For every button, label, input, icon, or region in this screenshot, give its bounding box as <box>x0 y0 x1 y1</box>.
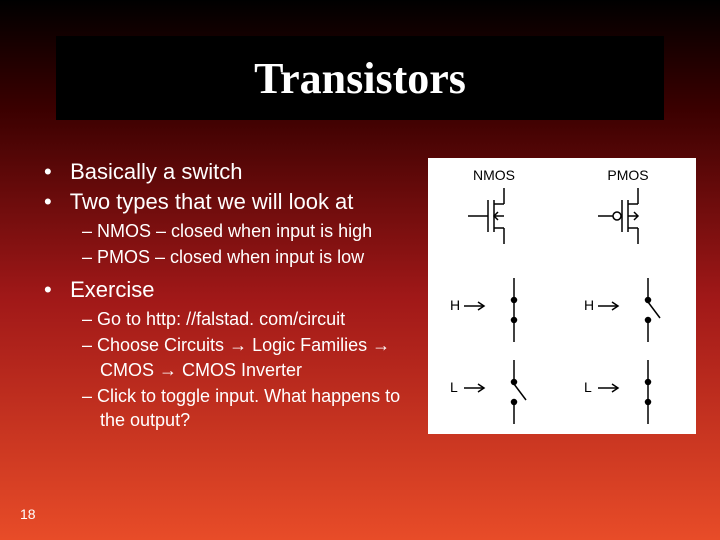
pmos-h-switch-icon: H <box>584 278 660 342</box>
sub-bullet-text: Go to http: //falstad. com/circuit <box>97 309 345 329</box>
pmos-label: PMOS <box>607 167 648 183</box>
page-number: 18 <box>20 506 36 522</box>
bullet-item: Two types that we will look at NMOS – cl… <box>44 188 424 270</box>
h-label: H <box>584 297 594 313</box>
sub-bullet-item: PMOS – closed when input is low <box>82 245 424 269</box>
sub-bullet-text: Choose Circuits → Logic Families → CMOS … <box>97 335 390 379</box>
bullet-text: Two types that we will look at <box>70 189 354 214</box>
sub-bullet-list: NMOS – closed when input is high PMOS – … <box>82 219 424 270</box>
sub-bullet-item: Click to toggle input. What happens to t… <box>82 384 424 433</box>
l-label: L <box>450 379 458 395</box>
slide-title: Transistors <box>254 53 466 104</box>
pmos-l-switch-icon: L <box>584 360 651 424</box>
nmos-h-switch-icon: H <box>450 278 517 342</box>
sub-bullet-text: PMOS – closed when input is low <box>97 247 364 267</box>
sub-bullet-list: Go to http: //falstad. com/circuit Choos… <box>82 307 424 432</box>
content-area: Basically a switch Two types that we wil… <box>44 158 424 439</box>
bullet-item: Exercise Go to http: //falstad. com/circ… <box>44 276 424 433</box>
title-box: Transistors <box>56 36 664 120</box>
nmos-l-switch-icon: L <box>450 360 526 424</box>
bullet-text: Basically a switch <box>70 159 242 184</box>
sub-bullet-item: NMOS – closed when input is high <box>82 219 424 243</box>
bullet-item: Basically a switch <box>44 158 424 186</box>
bullet-list: Basically a switch Two types that we wil… <box>44 158 424 433</box>
diagram-svg: NMOS PMOS <box>428 158 696 434</box>
bullet-text: Exercise <box>70 277 154 302</box>
sub-bullet-text: NMOS – closed when input is high <box>97 221 372 241</box>
nmos-symbol-icon <box>468 188 504 244</box>
transistor-diagram: NMOS PMOS <box>428 158 696 434</box>
nmos-label: NMOS <box>473 167 515 183</box>
sub-bullet-text: Click to toggle input. What happens to t… <box>97 386 400 430</box>
sub-bullet-item: Choose Circuits → Logic Families → CMOS … <box>82 333 424 382</box>
l-label: L <box>584 379 592 395</box>
pmos-symbol-icon <box>598 188 638 244</box>
sub-bullet-item: Go to http: //falstad. com/circuit <box>82 307 424 331</box>
h-label: H <box>450 297 460 313</box>
